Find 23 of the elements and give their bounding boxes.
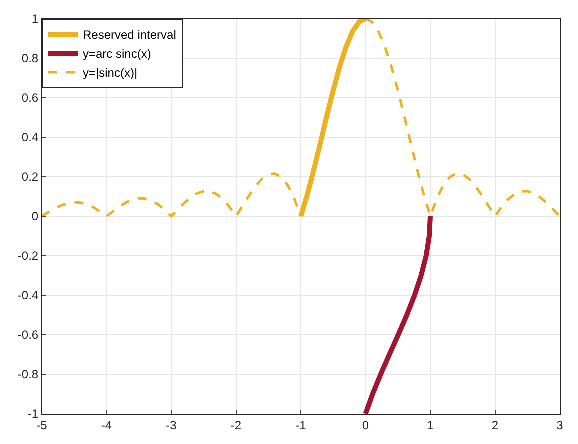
legend-label: Reserved interval [83,28,176,42]
y-tick-label: -1 [28,407,39,422]
x-tick-label: -2 [230,418,242,432]
x-tick-label: -5 [36,418,48,432]
x-tick-label: -3 [166,418,178,432]
y-tick-label: -0.6 [18,328,39,342]
x-tick-label: 1 [427,418,434,432]
y-tick-label: -0.8 [18,368,39,382]
y-tick-label: 0.4 [22,130,39,145]
y-tick-label: -0.2 [18,249,39,264]
y-tick-label: 0 [32,210,39,224]
legend-label: y=|sinc(x)| [83,66,138,80]
x-tick-label: 2 [492,418,499,432]
x-tick-label: -1 [296,418,307,432]
y-tick-label: 1 [32,12,39,26]
y-tick-label: 0.8 [22,52,39,66]
x-tick-label: 0 [362,418,370,432]
legend-label: y=arc sinc(x) [83,47,152,62]
x-tick-label: -4 [101,418,112,432]
x-tick-label: 3 [556,418,564,432]
y-tick-label: -0.4 [18,288,39,303]
y-tick-label: 0.6 [22,91,39,106]
y-tick-label: 0.2 [22,170,39,184]
